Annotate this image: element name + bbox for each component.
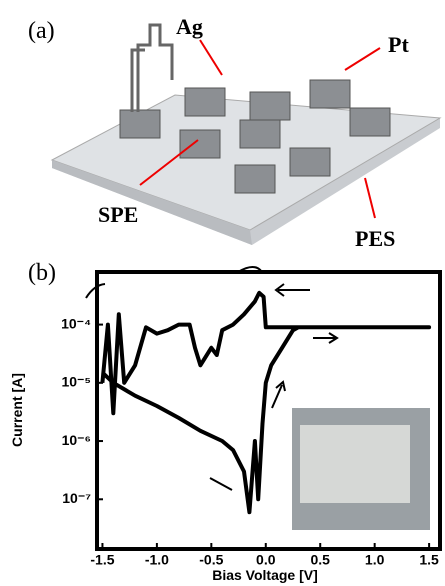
panel-label: (b): [28, 260, 56, 286]
y-axis-label: Current [A]: [9, 373, 25, 447]
annotation: SPE: [98, 202, 138, 227]
annotation: PES: [355, 226, 395, 251]
y-tick-label: 10⁻⁴: [61, 315, 91, 331]
annotation: Ag: [176, 14, 203, 39]
panel-label: (a): [28, 18, 55, 44]
x-tick-label: -0.5: [199, 552, 223, 568]
y-tick-label: 10⁻⁶: [62, 432, 91, 448]
x-tick-label: 1.0: [365, 552, 385, 568]
x-tick-label: 0.5: [310, 552, 330, 568]
annotation: Pt: [388, 32, 409, 57]
y-tick-label: 10⁻⁵: [61, 374, 91, 390]
x-tick-label: -1.0: [145, 552, 169, 568]
x-tick-label: 1.5: [419, 552, 439, 568]
x-tick-label: -1.5: [90, 552, 114, 568]
x-tick-label: 0.0: [256, 552, 276, 568]
figure: (a) Ag Pt SPE PES (b) Bias Voltage [V] C…: [0, 0, 445, 586]
inset-film: [300, 425, 410, 503]
x-axis-label: Bias Voltage [V]: [212, 567, 318, 583]
y-tick-label: 10⁻⁷: [62, 490, 91, 506]
